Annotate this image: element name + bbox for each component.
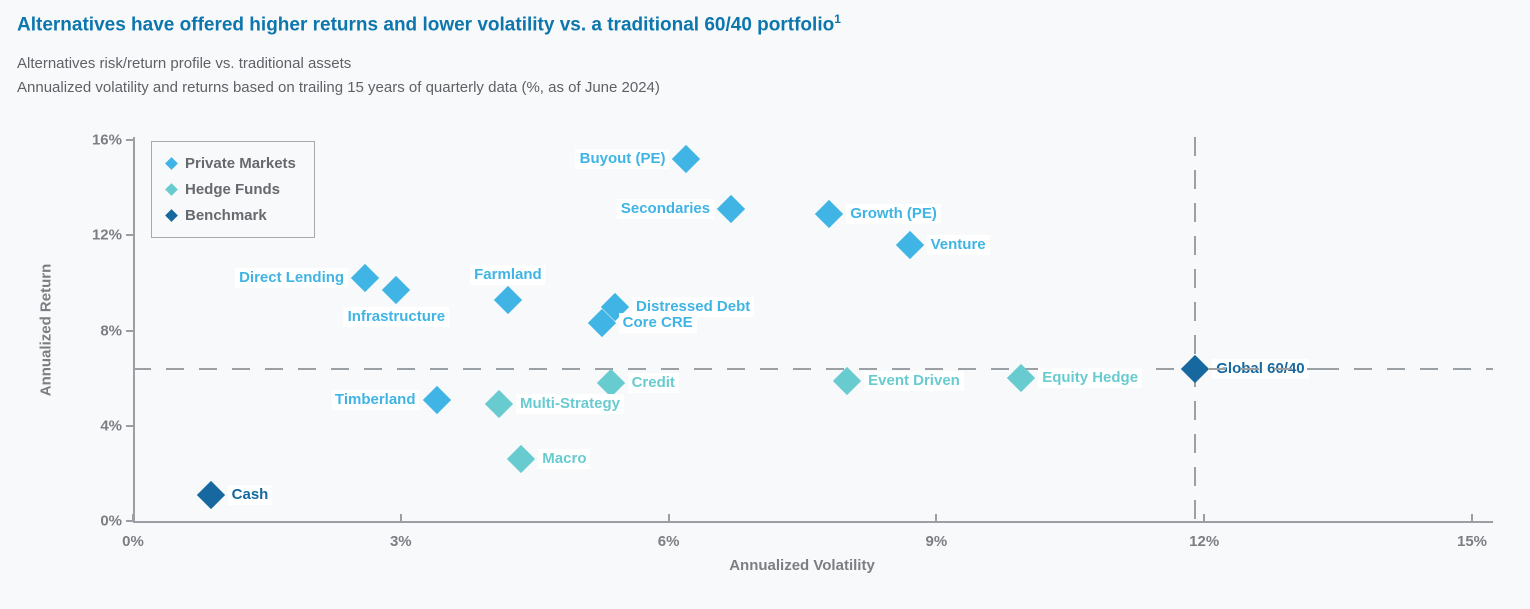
x-tick-label: 0% [122,533,144,550]
title-footnote-superscript: 1 [834,12,841,26]
data-point-label-growth-pe: Growth (PE) [846,203,941,224]
data-point-label-multi-strategy: Multi-Strategy [515,394,624,415]
legend-item-label: Private Markets [185,154,296,172]
subtitle-line-1: Alternatives risk/return profile vs. tra… [17,55,352,72]
legend-item-label: Benchmark [185,206,267,224]
data-point-diamond-buyout-pe [672,144,701,174]
data-point-diamond-cash [196,480,225,509]
y-tick-label: 8% [100,322,122,339]
data-point-label-cash: Cash [227,484,273,505]
x-tick-label: 6% [657,533,680,550]
y-axis-title: Annualized Return [37,263,55,397]
y-axis-line [133,137,135,523]
legend-item-private-markets: Private Markets [152,150,314,176]
x-axis-tick [667,514,670,521]
y-tick-label: 0% [100,512,122,530]
page-title: Alternatives have offered higher returns… [17,12,841,36]
x-axis-tick [1471,514,1473,521]
y-tick-label: 12% [91,226,122,244]
data-point-label-secondaries: Secondaries [616,199,715,220]
data-point-diamond-macro [507,444,536,474]
data-point-diamond-timberland [422,385,451,414]
data-point-label-equity-hedge: Equity Hedge [1038,368,1143,389]
x-axis-title: Annualized Volatility [729,557,875,574]
data-point-label-infrastructure: Infrastructure [343,307,450,328]
x-axis-tick [1203,514,1206,521]
data-point-label-buyout-pe: Buyout (PE) [575,149,670,170]
x-tick-label: 15% [1456,533,1488,550]
reference-line-horizontal [133,367,1493,370]
data-point-diamond-global-60-40 [1181,354,1210,383]
data-point-label-direct-lending: Direct Lending [235,268,349,289]
x-tick-label: 12% [1189,533,1220,550]
data-point-label-credit: Credit [627,372,679,393]
x-axis-tick [132,514,134,521]
x-axis-tick [935,514,938,521]
reference-line-strike-overlay [1208,367,1329,370]
data-point-diamond-direct-lending [350,263,380,293]
data-point-label-distressed-debt: Distressed Debt [632,296,755,317]
legend-item-label: Hedge Funds [185,180,281,198]
data-point-label-macro: Macro [538,449,591,470]
y-tick-label: 16% [91,131,122,149]
data-point-label-farmland: Farmland [470,264,546,285]
y-axis-tick [126,139,133,141]
subtitle-line-2: Annualized volatility and returns based … [17,79,660,96]
legend-item-hedge-funds: Hedge Funds [152,176,314,202]
data-point-label-core-cre: Core CRE [618,313,697,334]
x-axis-line [133,521,1493,523]
legend-item-benchmark: Benchmark [152,202,314,228]
data-point-diamond-farmland [493,285,523,314]
x-tick-label: 9% [925,533,948,550]
data-point-diamond-event-driven [832,366,862,395]
legend-diamond-icon-hf [165,182,178,196]
y-tick-label: 4% [100,417,122,435]
data-point-label-timberland: Timberland [330,389,420,410]
data-point-label-venture: Venture [926,234,990,255]
legend-diamond-icon-pm [165,156,178,170]
y-axis-tick [126,424,133,427]
data-point-diamond-growth-pe [815,199,844,228]
data-point-label-event-driven: Event Driven [864,370,964,391]
legend: Private Markets Hedge Funds Benchmark [151,141,315,238]
y-axis-tick [126,234,133,237]
x-axis-tick [399,514,402,521]
data-point-diamond-credit [596,368,625,398]
y-axis-tick [126,329,133,332]
data-point-diamond-venture [895,230,924,259]
x-tick-label: 3% [389,533,412,550]
data-point-diamond-infrastructure [382,275,411,305]
y-axis-tick [126,520,133,522]
legend-diamond-icon-bm [165,208,178,222]
reference-line-vertical [1194,137,1197,521]
data-point-diamond-multi-strategy [484,390,514,419]
page-title-text: Alternatives have offered higher returns… [17,14,835,36]
data-point-diamond-secondaries [716,194,746,224]
